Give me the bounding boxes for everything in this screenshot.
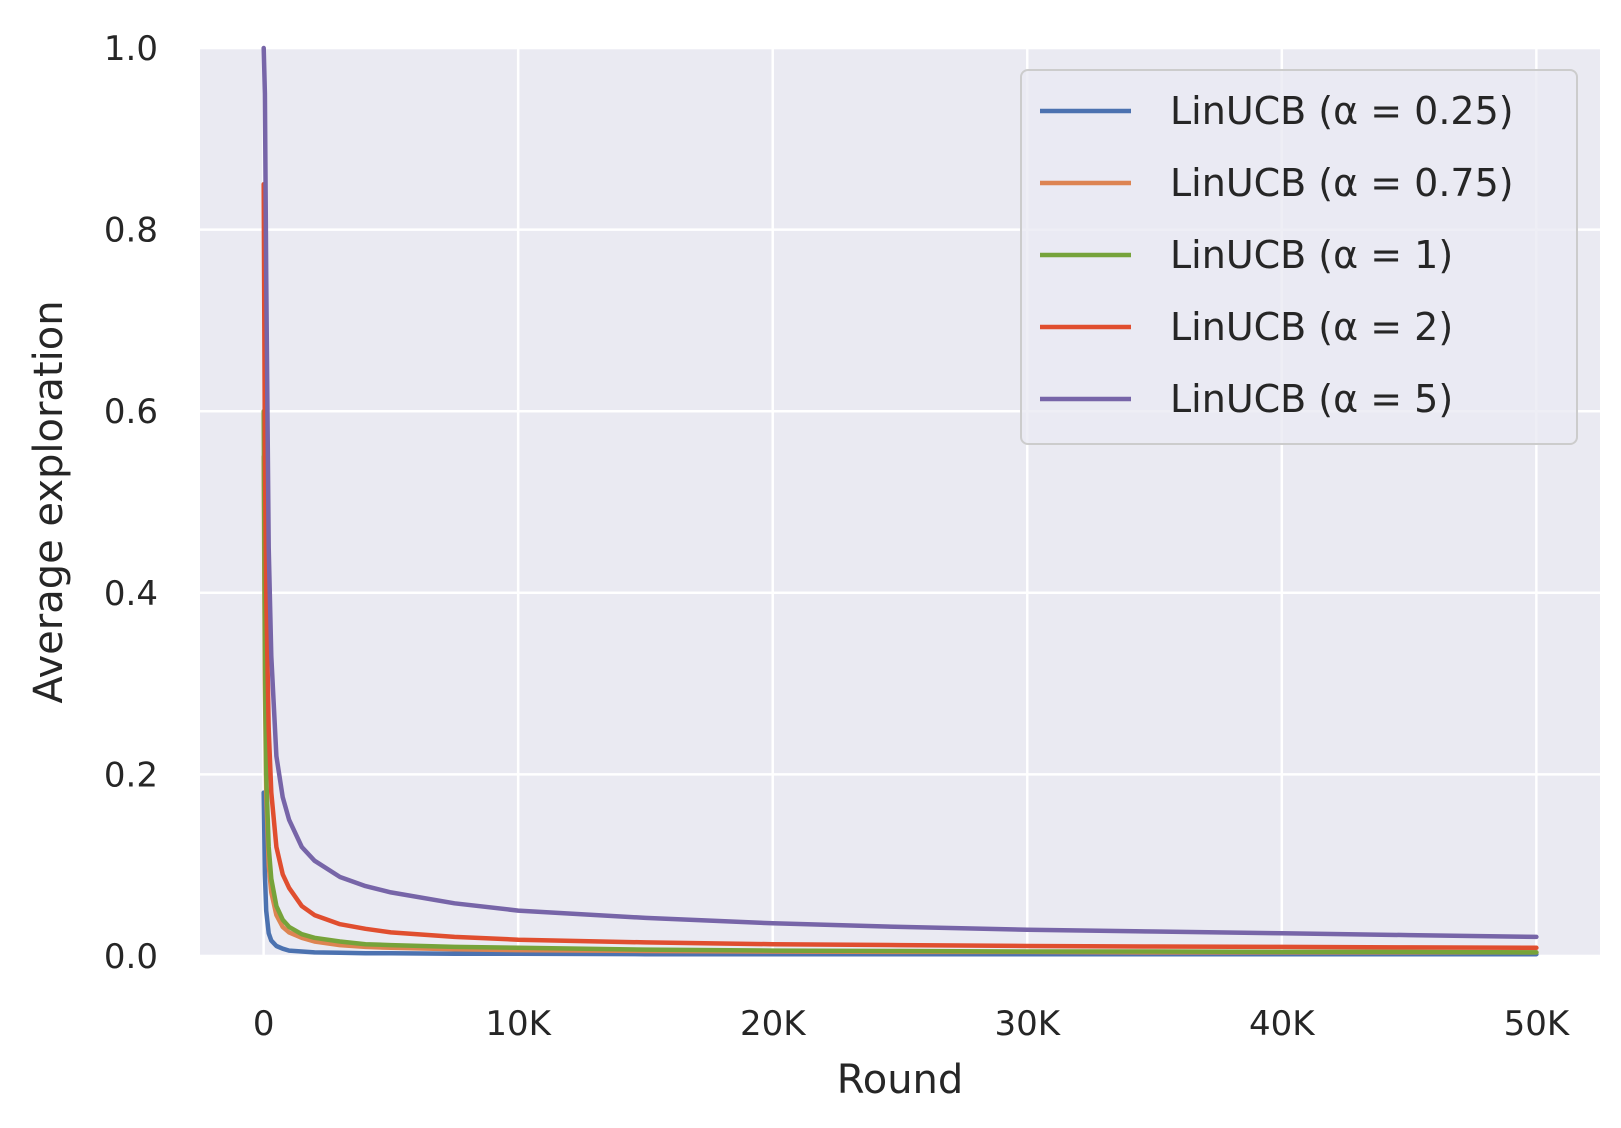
x-tick-label: 10K: [485, 1004, 552, 1044]
x-tick-label: 0: [253, 1004, 275, 1044]
x-tick-label: 30K: [994, 1004, 1061, 1044]
x-tick-label: 40K: [1249, 1004, 1316, 1044]
y-axis-label: Average exploration: [26, 300, 72, 703]
y-tick-label: 0.6: [104, 392, 158, 432]
x-axis-ticks: 0 10K 20K 30K 40K 50K: [253, 1004, 1571, 1044]
y-tick-label: 0.0: [104, 937, 158, 977]
y-tick-label: 0.8: [104, 211, 158, 251]
legend: LinUCB (α = 0.25) LinUCB (α = 0.75) LinUCB…: [1020, 69, 1578, 445]
y-tick-label: 0.2: [104, 755, 158, 795]
x-axis-label: Round: [837, 1057, 964, 1103]
x-tick-label: 20K: [740, 1004, 807, 1044]
series-line-5: [261, 45, 1539, 940]
legend-label-4: LinUCB (α = 2): [1170, 305, 1453, 349]
y-axis-ticks: 0.0 0.2 0.4 0.6 0.8 1.0: [104, 29, 158, 977]
y-tick-label: 0.4: [104, 574, 158, 614]
series-lines: [261, 45, 1539, 957]
legend-label-2: LinUCB (α = 0.75): [1170, 161, 1514, 205]
legend-label-3: LinUCB (α = 1): [1170, 233, 1453, 277]
legend-label-1: LinUCB (α = 0.25): [1170, 89, 1514, 133]
legend-box: [1020, 69, 1578, 445]
series-line-3: [261, 408, 1539, 955]
legend-label-5: LinUCB (α = 5): [1170, 377, 1453, 421]
x-tick-label: 50K: [1504, 1004, 1571, 1044]
series-line-4: [261, 181, 1539, 951]
y-tick-label: 1.0: [104, 29, 158, 69]
